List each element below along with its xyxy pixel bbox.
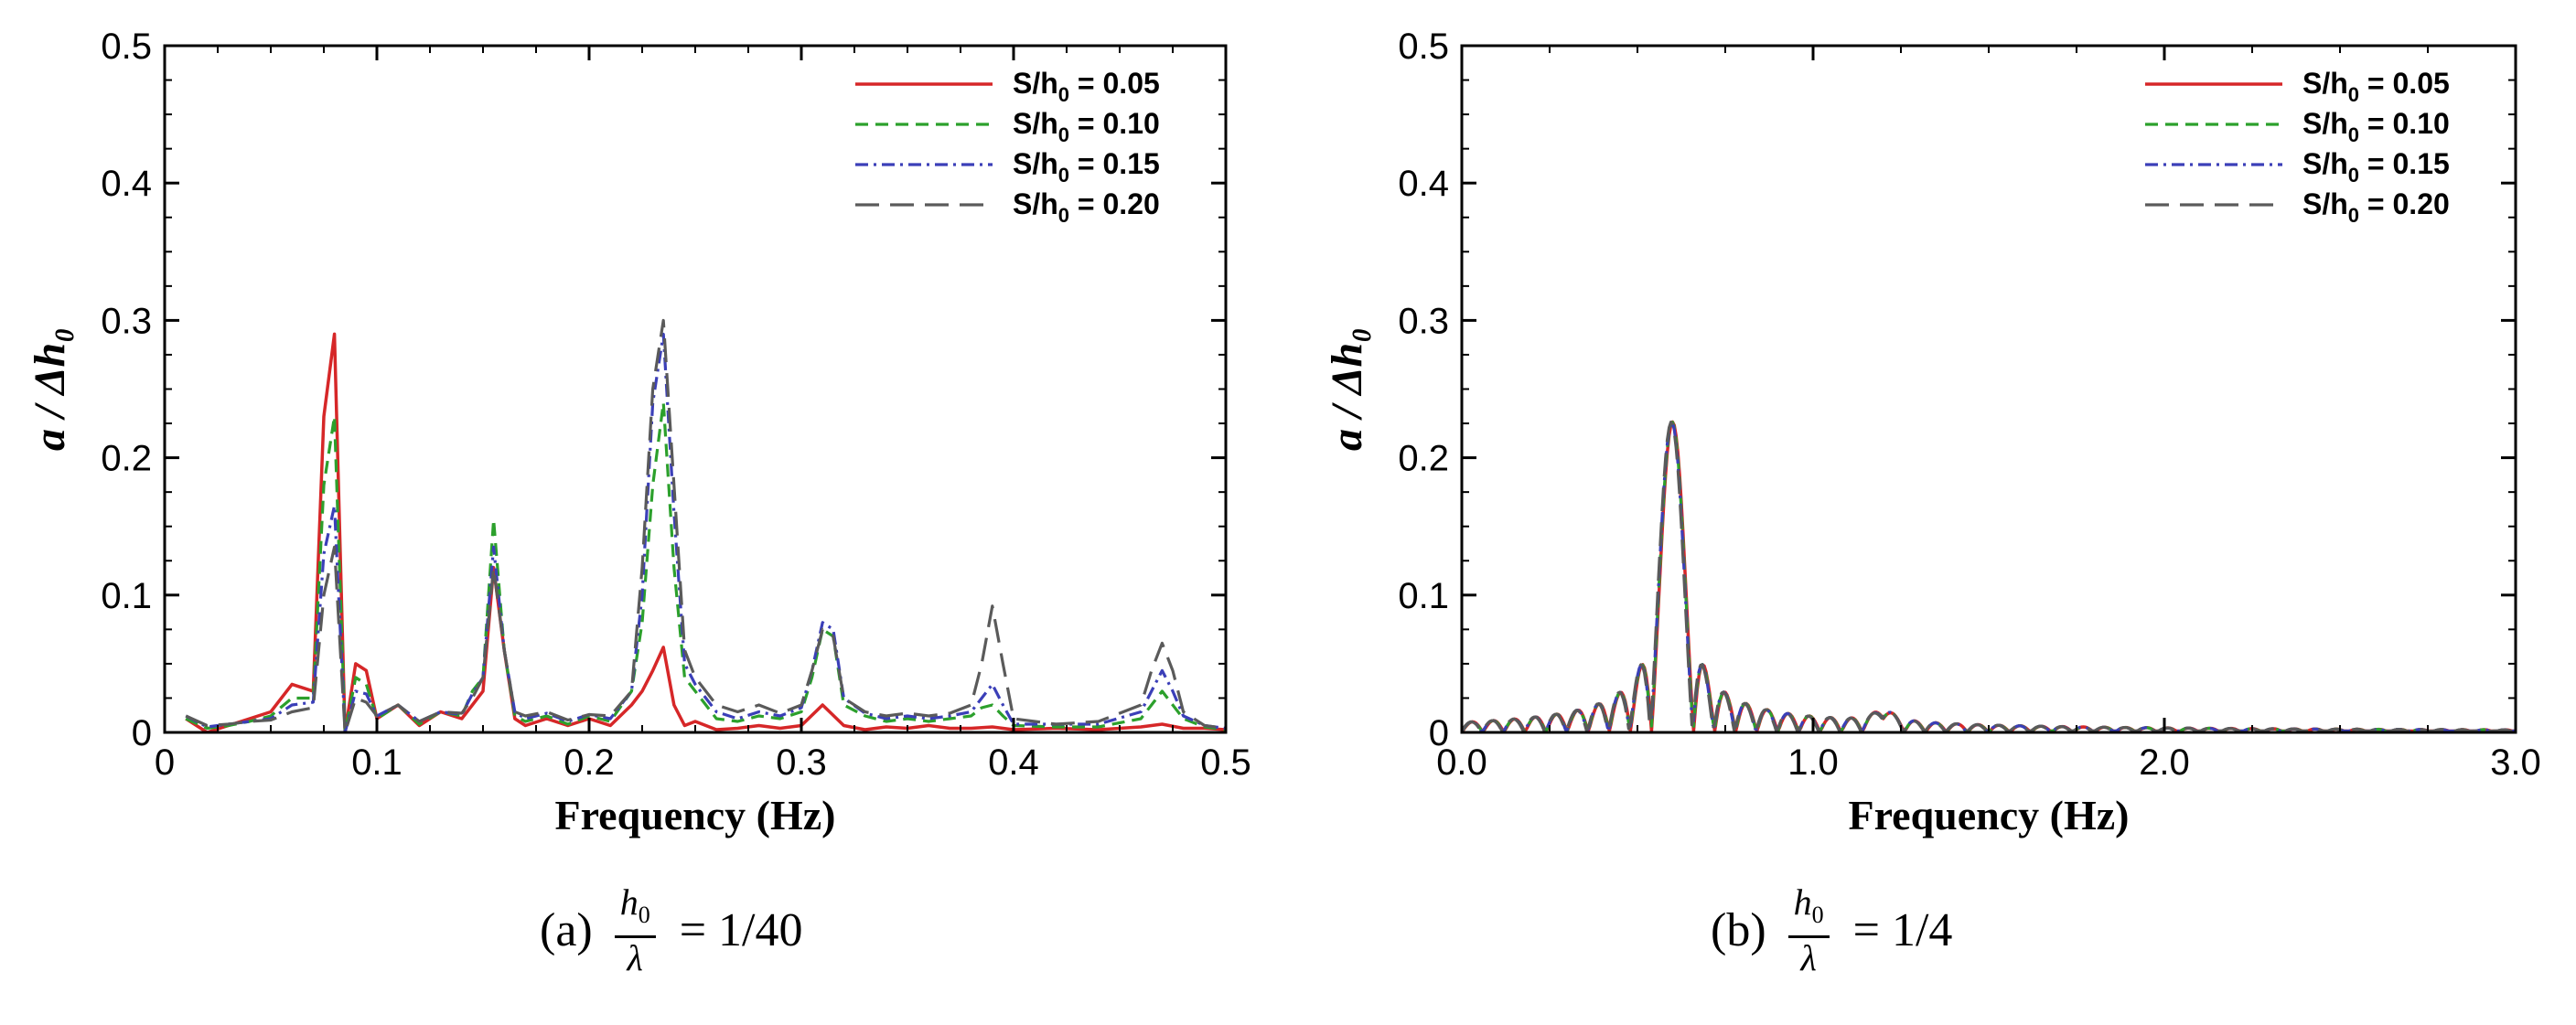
caption-a-numerator: h0 xyxy=(614,882,656,938)
caption-a-label: (a) xyxy=(540,904,593,956)
caption-b: (b) h0 λ = 1/4 xyxy=(1711,882,1952,978)
caption-a-denominator: λ xyxy=(627,937,643,978)
axes-frame-a xyxy=(163,44,1228,734)
plot-area-a xyxy=(185,318,1226,732)
caption-b-value: = 1/4 xyxy=(1852,904,1953,956)
caption-b-denominator: λ xyxy=(1800,937,1817,978)
series-line-a-1 xyxy=(185,400,1226,732)
x-tick-label-a-0: 0 xyxy=(155,742,175,783)
x-tick-label-b-3: 3.0 xyxy=(2490,742,2541,783)
caption-b-label: (b) xyxy=(1711,904,1766,956)
y-tick-label-b-2: 0.2 xyxy=(1398,439,1449,479)
series-line-b-1 xyxy=(1462,421,2516,732)
y-tick-label-b-0: 0 xyxy=(1429,713,1449,753)
y-tick-label-a-2: 0.2 xyxy=(101,439,152,479)
legend-label-a-0: S/h0 = 0.05 xyxy=(1013,67,1160,106)
legend-a: S/h0 = 0.05S/h0 = 0.10S/h0 = 0.15S/h0 = … xyxy=(855,67,1160,227)
y-tick-label-b-3: 0.3 xyxy=(1398,301,1449,341)
y-axis-title-b: a / Δh₀ xyxy=(1323,327,1371,451)
y-tick-label-b-5: 0.5 xyxy=(1398,27,1449,67)
y-tick-label-b-1: 0.1 xyxy=(1398,576,1449,616)
y-tick-label-a-1: 0.1 xyxy=(101,576,152,616)
series-line-a-2 xyxy=(185,332,1226,732)
y-tick-label-a-0: 0 xyxy=(132,713,152,753)
x-tick-label-a-2: 0.2 xyxy=(564,742,615,783)
series-line-b-0 xyxy=(1462,420,2516,732)
series-line-b-3 xyxy=(1462,421,2516,732)
caption-b-fraction: h0 λ xyxy=(1787,882,1830,978)
legend-label-a-3: S/h0 = 0.20 xyxy=(1013,187,1160,227)
panel-b: 0 0.1 0.2 0.3 0.4 0.5 0.0 1.0 2.0 3.0 Frequency (H… xyxy=(1323,27,2541,838)
legend-label-b-2: S/h0 = 0.15 xyxy=(2302,147,2450,187)
y-tick-label-a-4: 0.4 xyxy=(101,164,152,204)
caption-b-numerator: h0 xyxy=(1787,882,1830,938)
caption-a-fraction: h0 λ xyxy=(614,882,656,978)
x-tick-label-b-2: 2.0 xyxy=(2139,742,2190,783)
plot-area-b xyxy=(1462,420,2516,732)
y-axis-title-a: a / Δh₀ xyxy=(26,327,74,451)
legend-b: S/h0 = 0.05S/h0 = 0.10S/h0 = 0.15S/h0 = … xyxy=(2145,67,2450,227)
legend-label-b-3: S/h0 = 0.20 xyxy=(2302,187,2450,227)
series-line-a-3 xyxy=(185,318,1226,732)
x-tick-label-b-1: 1.0 xyxy=(1787,742,1839,783)
legend-label-b-0: S/h0 = 0.05 xyxy=(2302,67,2450,106)
legend-label-a-1: S/h0 = 0.10 xyxy=(1013,107,1160,146)
legend-label-a-2: S/h0 = 0.15 xyxy=(1013,147,1160,187)
x-axis-title-a: Frequency (Hz) xyxy=(554,792,835,838)
legend-label-b-1: S/h0 = 0.10 xyxy=(2302,107,2450,146)
x-axis-title-b: Frequency (Hz) xyxy=(1848,792,2129,838)
caption-a-value: = 1/40 xyxy=(679,904,803,956)
x-tick-label-b-0: 0.0 xyxy=(1436,742,1487,783)
series-line-b-2 xyxy=(1462,421,2516,732)
x-tick-label-a-5: 0.5 xyxy=(1200,742,1251,783)
y-tick-label-b-4: 0.4 xyxy=(1398,164,1449,204)
x-tick-label-a-1: 0.1 xyxy=(351,742,402,783)
y-tick-label-a-5: 0.5 xyxy=(101,27,152,67)
y-tick-label-a-3: 0.3 xyxy=(101,301,152,341)
x-tick-label-a-4: 0.4 xyxy=(988,742,1039,783)
panel-a: 0 0.1 0.2 0.3 0.4 0.5 0 0.1 0.2 0.3 0.4 0.5 Frequenc… xyxy=(26,27,1251,838)
x-tick-label-a-3: 0.3 xyxy=(776,742,827,783)
caption-a: (a) h0 λ = 1/40 xyxy=(540,882,803,978)
axes-frame-b xyxy=(1460,44,2517,734)
